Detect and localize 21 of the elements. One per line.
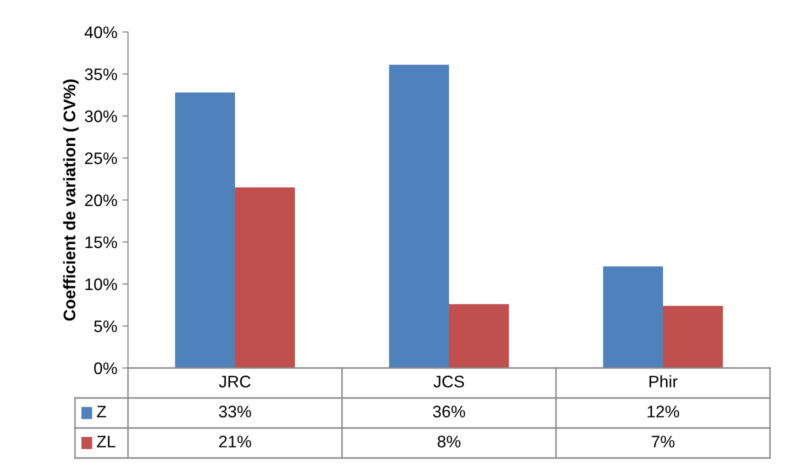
y-tick-label: 25% (85, 152, 117, 164)
y-tick-label: 0% (94, 362, 117, 374)
y-tick-label: 40% (84, 26, 117, 38)
data-label: 7% (652, 436, 674, 448)
data-label: 33% (218, 406, 252, 418)
y-tick-label: 35% (84, 68, 117, 80)
x-tick-label: JCS (434, 376, 464, 388)
y-tick-label: 5% (94, 320, 117, 332)
y-tick-label: 10% (85, 278, 117, 290)
legend-label: Z (96, 406, 106, 418)
legend-label: ZL (96, 436, 116, 448)
y-axis-title: Coefficient de variation ( CV%) (63, 80, 79, 321)
data-label: 8% (438, 436, 460, 448)
data-label: 12% (648, 406, 680, 418)
data-label: 21% (219, 436, 252, 448)
y-tick-label: 20% (85, 194, 117, 206)
y-tick-label: 30% (84, 110, 117, 122)
data-label: 36% (432, 406, 466, 418)
x-tick-label: Phir (650, 375, 678, 388)
y-tick-label: 15% (85, 236, 117, 248)
x-tick-label: JRC (219, 376, 251, 388)
